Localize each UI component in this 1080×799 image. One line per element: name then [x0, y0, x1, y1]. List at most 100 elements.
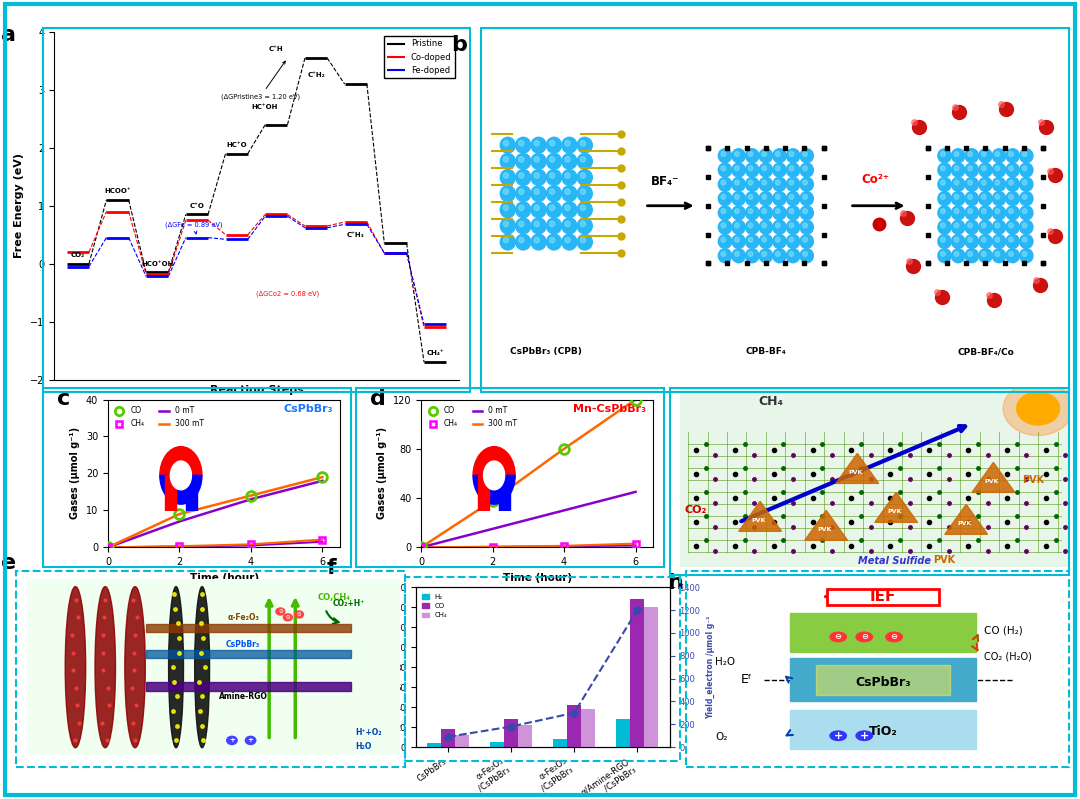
- Bar: [455, 735, 469, 747]
- Circle shape: [500, 137, 515, 153]
- Circle shape: [721, 194, 726, 199]
- Bar: [146, 650, 351, 658]
- Circle shape: [503, 189, 509, 194]
- Circle shape: [580, 221, 585, 227]
- Text: HC⁺O: HC⁺O: [227, 141, 247, 148]
- Circle shape: [732, 234, 745, 248]
- Circle shape: [800, 206, 813, 220]
- Circle shape: [734, 152, 740, 157]
- Text: HCOO⁺: HCOO⁺: [104, 188, 131, 194]
- Circle shape: [748, 152, 753, 157]
- Text: PVK: PVK: [957, 521, 971, 526]
- Circle shape: [968, 209, 972, 213]
- Bar: [490, 742, 504, 747]
- Text: Mn-CsPbBr₃: Mn-CsPbBr₃: [573, 404, 647, 414]
- Circle shape: [531, 202, 546, 217]
- Circle shape: [515, 153, 530, 169]
- X-axis label: Time (hour): Time (hour): [189, 573, 259, 582]
- Circle shape: [580, 205, 585, 211]
- Circle shape: [748, 194, 753, 199]
- Circle shape: [580, 237, 585, 243]
- Text: PVK: PVK: [887, 509, 902, 514]
- Circle shape: [995, 180, 1000, 185]
- Circle shape: [775, 180, 780, 185]
- Text: PVK: PVK: [984, 479, 999, 484]
- Wedge shape: [160, 475, 202, 504]
- Circle shape: [1009, 237, 1013, 242]
- Circle shape: [565, 141, 570, 146]
- Circle shape: [966, 177, 978, 191]
- Text: h: h: [666, 573, 683, 593]
- Text: PVK: PVK: [818, 527, 832, 532]
- Circle shape: [789, 209, 794, 213]
- Circle shape: [978, 192, 993, 205]
- Circle shape: [831, 632, 847, 642]
- Legend: H₂, CO, CH₄: H₂, CO, CH₄: [419, 590, 450, 622]
- Circle shape: [1020, 177, 1032, 191]
- Circle shape: [951, 163, 964, 177]
- Circle shape: [995, 166, 1000, 171]
- Text: PVK: PVK: [848, 470, 863, 475]
- Circle shape: [759, 221, 772, 234]
- Circle shape: [966, 206, 978, 220]
- Polygon shape: [972, 463, 1015, 492]
- Circle shape: [503, 237, 509, 243]
- Circle shape: [550, 173, 555, 178]
- Circle shape: [786, 149, 800, 163]
- Bar: [442, 729, 455, 747]
- Circle shape: [982, 152, 986, 157]
- Circle shape: [937, 234, 951, 248]
- Circle shape: [531, 218, 546, 234]
- Text: TiO₂: TiO₂: [868, 725, 897, 738]
- Circle shape: [748, 180, 753, 185]
- Circle shape: [518, 157, 524, 162]
- Text: ⊖: ⊖: [278, 609, 283, 614]
- Circle shape: [800, 221, 813, 234]
- Circle shape: [775, 223, 780, 228]
- Circle shape: [721, 180, 726, 185]
- Bar: [478, 475, 489, 511]
- Circle shape: [515, 234, 530, 250]
- Circle shape: [718, 234, 731, 248]
- Circle shape: [745, 234, 759, 248]
- Circle shape: [500, 218, 515, 234]
- Circle shape: [535, 205, 539, 211]
- Text: C⁺H: C⁺H: [269, 46, 284, 52]
- Circle shape: [773, 163, 786, 177]
- Circle shape: [565, 237, 570, 243]
- Circle shape: [562, 218, 577, 234]
- Circle shape: [732, 221, 745, 234]
- Circle shape: [734, 180, 740, 185]
- Circle shape: [789, 180, 794, 185]
- Text: CH₄: CH₄: [758, 396, 783, 408]
- Circle shape: [968, 194, 972, 199]
- Circle shape: [718, 177, 731, 191]
- Circle shape: [518, 221, 524, 227]
- X-axis label: Reaction Steps: Reaction Steps: [210, 385, 303, 395]
- Circle shape: [515, 185, 530, 201]
- Circle shape: [518, 205, 524, 211]
- Circle shape: [503, 205, 509, 211]
- Circle shape: [531, 169, 546, 185]
- Circle shape: [995, 194, 1000, 199]
- Circle shape: [761, 209, 767, 213]
- Circle shape: [721, 166, 726, 171]
- Circle shape: [578, 185, 592, 201]
- Circle shape: [295, 611, 303, 618]
- Circle shape: [1005, 177, 1020, 191]
- Circle shape: [718, 248, 731, 263]
- Text: C⁺H₂: C⁺H₂: [307, 72, 325, 78]
- Circle shape: [937, 248, 951, 263]
- Bar: [567, 705, 581, 747]
- Circle shape: [518, 173, 524, 178]
- Circle shape: [951, 177, 964, 191]
- Circle shape: [982, 223, 986, 228]
- Circle shape: [775, 194, 780, 199]
- Circle shape: [789, 252, 794, 256]
- Circle shape: [802, 209, 808, 213]
- Circle shape: [937, 206, 951, 220]
- Bar: [815, 665, 950, 695]
- Circle shape: [732, 177, 745, 191]
- Circle shape: [802, 166, 808, 171]
- Circle shape: [966, 149, 978, 163]
